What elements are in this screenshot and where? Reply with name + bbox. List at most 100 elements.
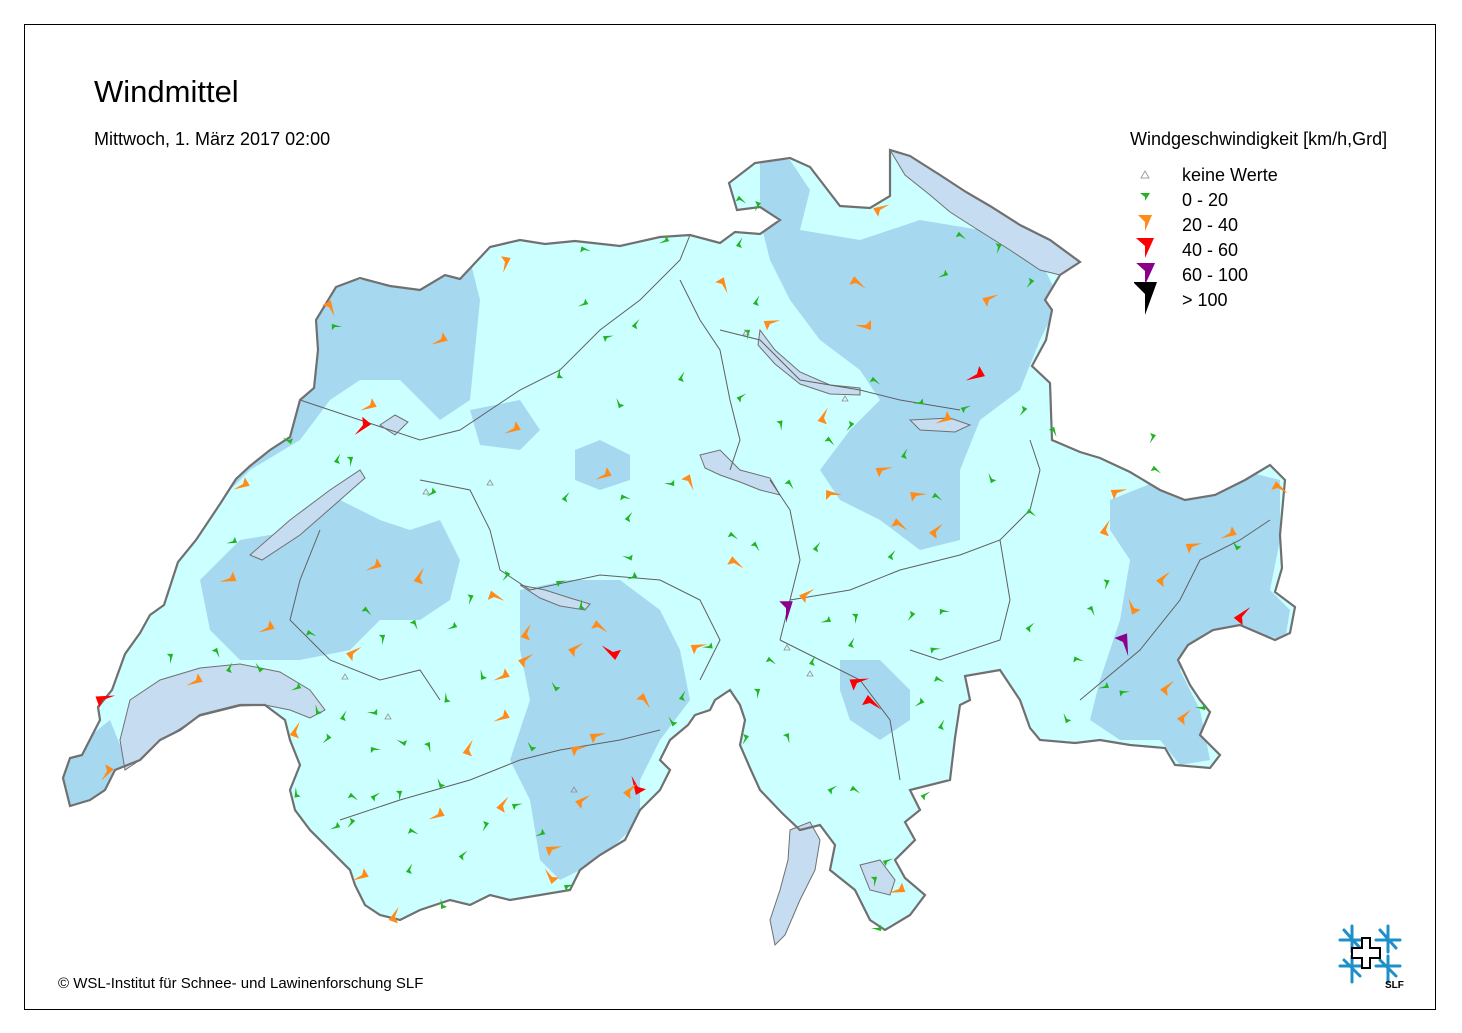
wind-arrow-marker [855, 320, 871, 330]
wind-arrow-marker [423, 741, 431, 753]
wind-arrow-marker [939, 608, 950, 616]
wind-arrow-marker [827, 785, 838, 795]
green-arrow-icon [1140, 193, 1150, 201]
boundary-line [339, 729, 661, 821]
wind-arrow-marker [849, 276, 866, 289]
legend-label: > 100 [1182, 290, 1228, 310]
wind-arrow-marker [331, 323, 342, 331]
wind-arrow-marker [1063, 712, 1072, 724]
wind-arrow-marker [1119, 690, 1130, 697]
wind-arrow-marker [378, 634, 386, 645]
boundary-line [679, 279, 741, 471]
wind-arrow-marker [965, 366, 985, 381]
wind-arrow-marker [487, 590, 505, 601]
wind-arrow-marker [754, 200, 762, 212]
wind-arrow-marker [1073, 656, 1084, 663]
wind-arrow-marker [847, 637, 855, 649]
lake-maggiore [769, 821, 821, 947]
wind-arrow-marker [354, 416, 372, 435]
wind-arrow-marker [631, 318, 640, 330]
wind-arrow-marker [715, 277, 728, 294]
wind-arrow-marker [1150, 465, 1162, 474]
wind-arrow-marker [1233, 607, 1251, 626]
wind-arrow-marker [1025, 508, 1037, 517]
wind-arrow-marker [95, 695, 116, 708]
boundary-line [1079, 519, 1271, 701]
zone-zuerich-hill [840, 260, 880, 300]
wind-arrow-marker [388, 906, 399, 924]
no-value-station-marker [341, 673, 349, 680]
wind-arrow-marker [219, 571, 237, 582]
wind-arrow-marker [750, 541, 760, 552]
wind-arrow-marker [1019, 405, 1028, 417]
wind-arrow-marker [504, 421, 521, 434]
wind-arrow-marker [407, 827, 419, 835]
wind-arrow-marker [820, 615, 832, 623]
wind-arrow-marker [851, 613, 859, 624]
boundary-line [789, 439, 1041, 601]
wind-arrow-marker [577, 298, 589, 307]
lake-neuchatel [249, 469, 366, 561]
wind-arrow-marker [1048, 426, 1057, 438]
wind-arrow-marker [226, 536, 238, 544]
wind-arrows [95, 195, 1288, 932]
wind-arrow-marker [664, 479, 675, 487]
legend-label: 20 - 40 [1182, 215, 1239, 235]
wind-arrow-marker [1086, 605, 1095, 617]
wind-arrow-marker [534, 828, 546, 837]
zone-bernese-alps [510, 580, 690, 880]
wind-arrow-marker [409, 619, 418, 631]
wind-arrow-marker [437, 777, 446, 789]
no-value-station-marker [570, 786, 578, 793]
wind-arrow-marker [849, 785, 861, 794]
wind-arrow-marker [1195, 703, 1206, 711]
wind-arrow-marker [329, 821, 341, 830]
legend-item-over-100: > 100 [1134, 282, 1364, 315]
wind-arrow-marker [907, 610, 916, 622]
legend-label: 40 - 60 [1182, 240, 1239, 260]
wind-arrow-marker [1149, 432, 1157, 444]
wind-arrow-marker [347, 792, 359, 801]
wind-arrow-marker [623, 783, 638, 799]
wind-arrow-marker [782, 732, 790, 744]
wind-arrow-marker [339, 710, 347, 722]
wind-arrow-marker [900, 448, 908, 460]
wind-arrow-marker [1160, 680, 1175, 696]
wind-arrow-marker [225, 662, 233, 674]
zone-jura [63, 260, 480, 800]
black-arrow-icon [1134, 282, 1157, 315]
wind-arrow-marker [1185, 543, 1203, 554]
wind-arrow-marker [396, 739, 408, 747]
wind-arrow-marker [888, 882, 906, 893]
wind-arrow-marker [910, 491, 927, 502]
wind-arrow-marker [346, 646, 362, 661]
wind-arrow-marker [935, 411, 952, 424]
wind-arrow-marker [551, 681, 561, 692]
wind-arrow-marker [1025, 622, 1035, 633]
wind-arrow-marker [520, 623, 531, 641]
wind-arrow-marker [527, 741, 537, 752]
wind-arrow-marker [595, 467, 612, 480]
wind-arrow-marker [817, 407, 828, 425]
wind-arrow-marker [480, 669, 488, 681]
switzerland-border [61, 148, 1297, 932]
lake-thun [519, 584, 591, 611]
wind-arrow-marker [101, 764, 114, 781]
wind-arrow-marker [601, 645, 621, 660]
wind-arrow-marker [930, 647, 941, 654]
wind-arrow-marker [937, 269, 949, 278]
wind-arrow-marker [846, 420, 855, 432]
wind-arrow-marker [1156, 571, 1171, 587]
wind-arrow-marker [784, 479, 794, 490]
legend-item-40-60: 40 - 60 [1134, 238, 1364, 262]
wind-arrow-marker [518, 653, 534, 668]
wind-arrow-marker [502, 570, 511, 582]
copyright-notice: © WSL-Institut für Schnee- und Lawinenfo… [58, 975, 424, 992]
wind-arrow-marker [736, 393, 747, 403]
wind-arrow-marker [333, 453, 341, 465]
wind-arrow-marker [929, 523, 944, 539]
legend-label: 60 - 100 [1182, 265, 1249, 285]
wind-arrow-marker [563, 884, 575, 892]
wind-arrow-marker [426, 487, 437, 497]
wind-arrow-marker [735, 195, 747, 204]
